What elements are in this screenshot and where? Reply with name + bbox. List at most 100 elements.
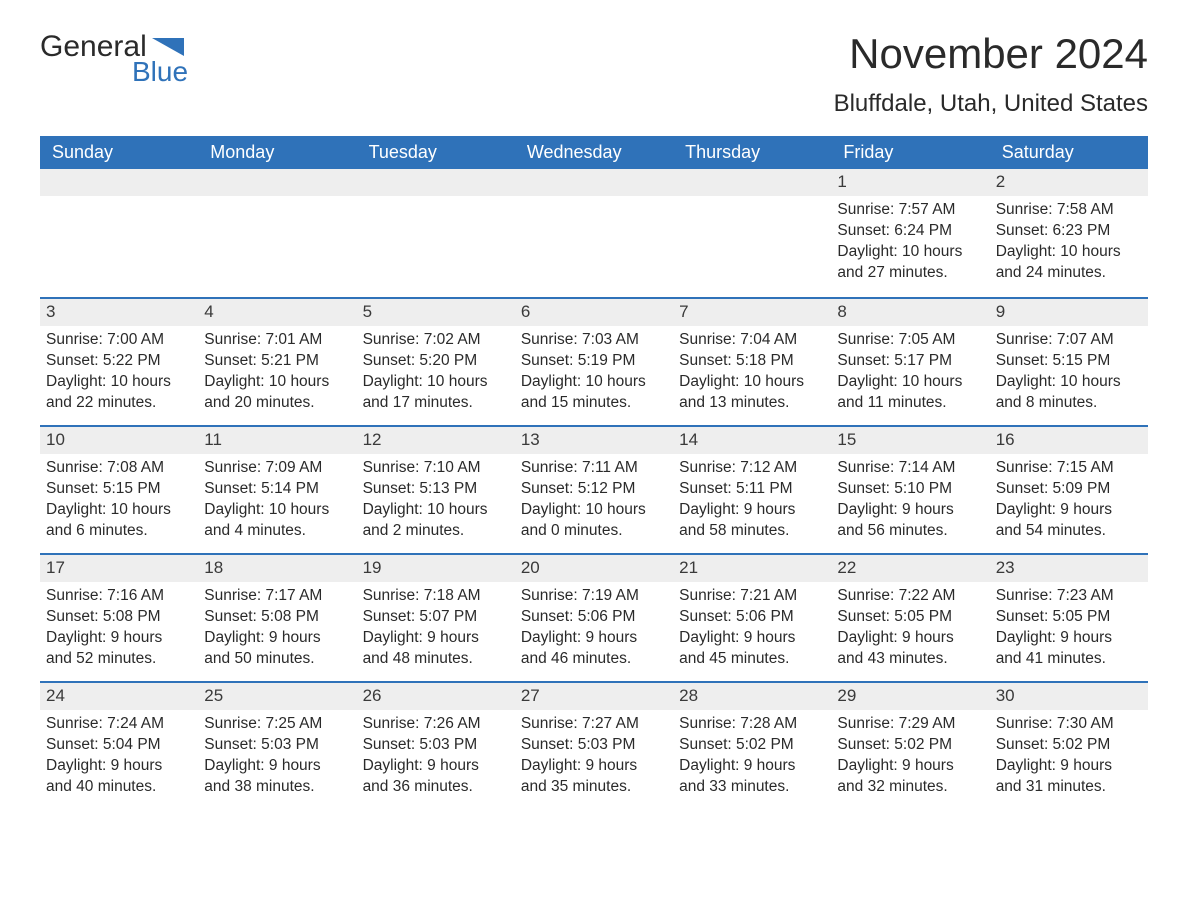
daylight-text: Daylight: 10 hours and 15 minutes. — [521, 372, 667, 414]
daylight-text: Daylight: 9 hours and 50 minutes. — [204, 628, 350, 670]
daylight-text: Daylight: 9 hours and 40 minutes. — [46, 756, 192, 798]
sunrise-text: Sunrise: 7:09 AM — [204, 458, 350, 479]
empty-cell — [357, 169, 515, 297]
calendar-day-cell: 18Sunrise: 7:17 AMSunset: 5:08 PMDayligh… — [198, 553, 356, 681]
daylight-text: Daylight: 9 hours and 54 minutes. — [996, 500, 1142, 542]
weekday-header: Sunday — [40, 136, 198, 169]
sunset-text: Sunset: 5:22 PM — [46, 351, 192, 372]
sunset-text: Sunset: 5:02 PM — [679, 735, 825, 756]
sunset-text: Sunset: 5:08 PM — [204, 607, 350, 628]
day-number: 19 — [357, 553, 515, 582]
sunrise-text: Sunrise: 7:00 AM — [46, 330, 192, 351]
sunrise-text: Sunrise: 7:24 AM — [46, 714, 192, 735]
calendar-day-cell: 26Sunrise: 7:26 AMSunset: 5:03 PMDayligh… — [357, 681, 515, 809]
sunset-text: Sunset: 5:20 PM — [363, 351, 509, 372]
sunset-text: Sunset: 5:11 PM — [679, 479, 825, 500]
day-number: 27 — [515, 681, 673, 710]
sunset-text: Sunset: 5:14 PM — [204, 479, 350, 500]
calendar-day-cell: 16Sunrise: 7:15 AMSunset: 5:09 PMDayligh… — [990, 425, 1148, 553]
sunset-text: Sunset: 5:10 PM — [837, 479, 983, 500]
calendar-day-cell: 19Sunrise: 7:18 AMSunset: 5:07 PMDayligh… — [357, 553, 515, 681]
sunset-text: Sunset: 5:15 PM — [996, 351, 1142, 372]
calendar-day-cell: 6Sunrise: 7:03 AMSunset: 5:19 PMDaylight… — [515, 297, 673, 425]
sunset-text: Sunset: 5:03 PM — [363, 735, 509, 756]
sunset-text: Sunset: 5:05 PM — [837, 607, 983, 628]
sunset-text: Sunset: 5:03 PM — [204, 735, 350, 756]
calendar-day-cell: 15Sunrise: 7:14 AMSunset: 5:10 PMDayligh… — [831, 425, 989, 553]
day-number: 10 — [40, 425, 198, 454]
sunrise-text: Sunrise: 7:10 AM — [363, 458, 509, 479]
daylight-text: Daylight: 10 hours and 2 minutes. — [363, 500, 509, 542]
day-number: 22 — [831, 553, 989, 582]
sunset-text: Sunset: 5:05 PM — [996, 607, 1142, 628]
daylight-text: Daylight: 9 hours and 52 minutes. — [46, 628, 192, 670]
calendar-day-cell: 14Sunrise: 7:12 AMSunset: 5:11 PMDayligh… — [673, 425, 831, 553]
calendar-day-cell: 5Sunrise: 7:02 AMSunset: 5:20 PMDaylight… — [357, 297, 515, 425]
daylight-text: Daylight: 9 hours and 36 minutes. — [363, 756, 509, 798]
sunset-text: Sunset: 5:06 PM — [679, 607, 825, 628]
day-number: 29 — [831, 681, 989, 710]
sunrise-text: Sunrise: 7:05 AM — [837, 330, 983, 351]
sunrise-text: Sunrise: 7:22 AM — [837, 586, 983, 607]
sunrise-text: Sunrise: 7:08 AM — [46, 458, 192, 479]
calendar-day-cell: 20Sunrise: 7:19 AMSunset: 5:06 PMDayligh… — [515, 553, 673, 681]
sunset-text: Sunset: 5:19 PM — [521, 351, 667, 372]
sunset-text: Sunset: 5:02 PM — [837, 735, 983, 756]
empty-daynum-bar — [515, 169, 673, 196]
sunrise-text: Sunrise: 7:11 AM — [521, 458, 667, 479]
daylight-text: Daylight: 10 hours and 22 minutes. — [46, 372, 192, 414]
sunrise-text: Sunrise: 7:26 AM — [363, 714, 509, 735]
weekday-header: Saturday — [990, 136, 1148, 169]
sunrise-text: Sunrise: 7:12 AM — [679, 458, 825, 479]
flag-icon — [152, 38, 184, 58]
sunset-text: Sunset: 6:24 PM — [837, 221, 983, 242]
sunrise-text: Sunrise: 7:27 AM — [521, 714, 667, 735]
calendar-day-cell: 3 Sunrise: 7:00 AMSunset: 5:22 PMDaylight… — [40, 297, 198, 425]
daylight-text: Daylight: 9 hours and 43 minutes. — [837, 628, 983, 670]
daylight-text: Daylight: 9 hours and 32 minutes. — [837, 756, 983, 798]
sunrise-text: Sunrise: 7:07 AM — [996, 330, 1142, 351]
day-number: 15 — [831, 425, 989, 454]
day-number: 23 — [990, 553, 1148, 582]
sunrise-text: Sunrise: 7:23 AM — [996, 586, 1142, 607]
calendar-day-cell: 10Sunrise: 7:08 AMSunset: 5:15 PMDayligh… — [40, 425, 198, 553]
calendar-day-cell: 13Sunrise: 7:11 AMSunset: 5:12 PMDayligh… — [515, 425, 673, 553]
sunrise-text: Sunrise: 7:17 AM — [204, 586, 350, 607]
daylight-text: Daylight: 10 hours and 24 minutes. — [996, 242, 1142, 284]
day-number: 3 — [40, 297, 198, 326]
sunset-text: Sunset: 5:02 PM — [996, 735, 1142, 756]
empty-daynum-bar — [40, 169, 198, 196]
daylight-text: Daylight: 9 hours and 38 minutes. — [204, 756, 350, 798]
sunset-text: Sunset: 5:06 PM — [521, 607, 667, 628]
empty-daynum-bar — [673, 169, 831, 196]
day-number: 24 — [40, 681, 198, 710]
day-number: 25 — [198, 681, 356, 710]
sunrise-text: Sunrise: 7:29 AM — [837, 714, 983, 735]
sunrise-text: Sunrise: 7:18 AM — [363, 586, 509, 607]
calendar-table: SundayMondayTuesdayWednesdayThursdayFrid… — [40, 136, 1148, 809]
calendar-day-cell: 11Sunrise: 7:09 AMSunset: 5:14 PMDayligh… — [198, 425, 356, 553]
calendar-day-cell: 28Sunrise: 7:28 AMSunset: 5:02 PMDayligh… — [673, 681, 831, 809]
day-number: 30 — [990, 681, 1148, 710]
day-number: 9 — [990, 297, 1148, 326]
daylight-text: Daylight: 10 hours and 4 minutes. — [204, 500, 350, 542]
calendar-day-cell: 25Sunrise: 7:25 AMSunset: 5:03 PMDayligh… — [198, 681, 356, 809]
sunset-text: Sunset: 5:04 PM — [46, 735, 192, 756]
daylight-text: Daylight: 10 hours and 13 minutes. — [679, 372, 825, 414]
sunset-text: Sunset: 6:23 PM — [996, 221, 1142, 242]
daylight-text: Daylight: 10 hours and 17 minutes. — [363, 372, 509, 414]
sunset-text: Sunset: 5:03 PM — [521, 735, 667, 756]
weekday-header: Wednesday — [515, 136, 673, 169]
calendar-day-cell: 8Sunrise: 7:05 AMSunset: 5:17 PMDaylight… — [831, 297, 989, 425]
day-number: 21 — [673, 553, 831, 582]
calendar-day-cell: 4Sunrise: 7:01 AMSunset: 5:21 PMDaylight… — [198, 297, 356, 425]
calendar-day-cell: 17Sunrise: 7:16 AMSunset: 5:08 PMDayligh… — [40, 553, 198, 681]
daylight-text: Daylight: 10 hours and 11 minutes. — [837, 372, 983, 414]
daylight-text: Daylight: 10 hours and 6 minutes. — [46, 500, 192, 542]
day-number: 16 — [990, 425, 1148, 454]
daylight-text: Daylight: 9 hours and 48 minutes. — [363, 628, 509, 670]
day-number: 7 — [673, 297, 831, 326]
daylight-text: Daylight: 9 hours and 31 minutes. — [996, 756, 1142, 798]
sunrise-text: Sunrise: 7:57 AM — [837, 200, 983, 221]
sunrise-text: Sunrise: 7:14 AM — [837, 458, 983, 479]
